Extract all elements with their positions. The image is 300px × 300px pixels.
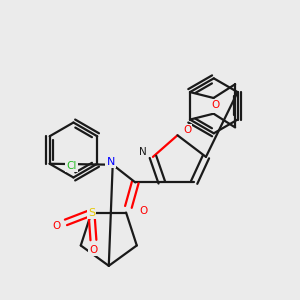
Text: O: O	[89, 245, 98, 255]
Text: O: O	[52, 221, 60, 231]
Text: N: N	[106, 157, 115, 167]
Text: O: O	[139, 206, 147, 216]
Text: O: O	[212, 102, 220, 112]
Text: O: O	[212, 100, 220, 110]
Text: N: N	[139, 147, 147, 157]
Text: S: S	[88, 208, 95, 218]
Text: O: O	[183, 125, 191, 135]
Text: Cl: Cl	[66, 161, 77, 171]
